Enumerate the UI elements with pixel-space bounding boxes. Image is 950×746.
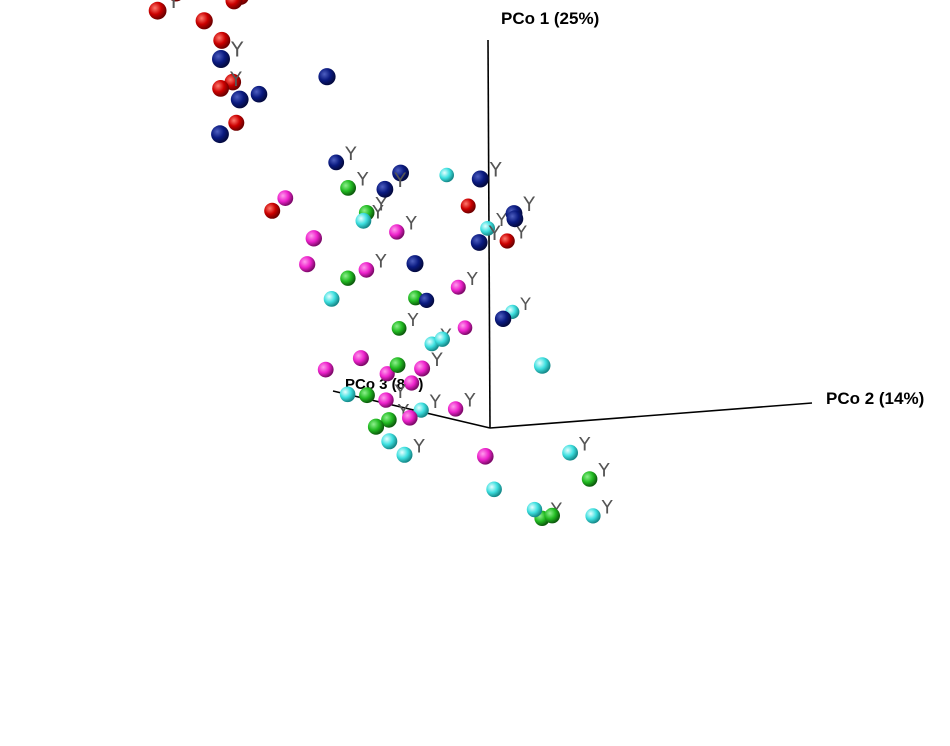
data-point-magenta-15 xyxy=(477,448,494,465)
y-marker-label: Y xyxy=(519,295,531,315)
y-marker-label: Y xyxy=(371,203,384,224)
y-marker-label: Y xyxy=(407,310,419,331)
y-marker-label: Y xyxy=(495,210,507,231)
data-point-cyan-12 xyxy=(562,444,578,461)
data-point-navy-1 xyxy=(212,50,230,68)
data-point-cyan-1 xyxy=(480,221,495,236)
data-point-navy-9 xyxy=(470,234,488,251)
data-point-green-7 xyxy=(381,412,397,428)
data-point-red-2 xyxy=(170,0,181,2)
data-point-magenta-5 xyxy=(358,262,375,278)
y-marker-label: Y xyxy=(466,269,479,290)
data-point-navy-6 xyxy=(471,170,489,188)
axis-label-pco2: PCo 2 (14%) xyxy=(826,389,924,408)
data-point-magenta-10 xyxy=(404,375,420,391)
data-point-red-9 xyxy=(212,80,230,97)
data-point-magenta-3 xyxy=(450,279,466,295)
data-point-magenta-2 xyxy=(305,230,322,247)
data-point-cyan-10 xyxy=(396,446,413,463)
axis-line-pco2 xyxy=(489,402,813,429)
y-marker-label: Y xyxy=(429,392,442,413)
data-point-navy-4 xyxy=(392,164,409,182)
data-point-green-4 xyxy=(391,321,407,336)
y-marker-label: Y xyxy=(375,194,388,215)
data-point-green-5 xyxy=(389,357,406,373)
data-point-navy-10 xyxy=(406,255,424,273)
data-point-magenta-4 xyxy=(299,256,316,273)
data-point-navy-14 xyxy=(419,292,435,308)
y-marker-label: Y xyxy=(405,214,418,235)
data-point-cyan-0 xyxy=(439,167,455,183)
y-marker-label: Y xyxy=(412,436,425,457)
data-point-cyan-7 xyxy=(413,402,429,418)
data-point-red-3 xyxy=(225,0,243,10)
data-point-magenta-1 xyxy=(389,224,405,240)
data-point-magenta-8 xyxy=(352,350,369,367)
y-marker-label: Y xyxy=(489,158,502,181)
data-point-green-8 xyxy=(367,418,385,435)
data-point-red-5 xyxy=(148,1,167,20)
data-point-red-7 xyxy=(213,31,231,49)
data-point-navy-0 xyxy=(318,68,336,86)
y-marker-label: Y xyxy=(229,68,242,91)
data-point-cyan-9 xyxy=(381,433,398,450)
y-marker-label: Y xyxy=(597,461,610,482)
data-point-magenta-11 xyxy=(379,366,395,382)
data-point-red-11 xyxy=(499,233,515,249)
data-point-navy-11 xyxy=(494,310,512,327)
data-point-cyan-11 xyxy=(533,357,551,374)
y-marker-label: Y xyxy=(515,223,528,244)
y-marker-label: Y xyxy=(601,498,614,519)
y-marker-label: Y xyxy=(356,170,369,191)
data-point-magenta-9 xyxy=(317,361,334,378)
data-point-green-2 xyxy=(340,270,356,286)
y-marker-label: Y xyxy=(374,252,387,273)
data-point-magenta-14 xyxy=(402,410,418,426)
y-marker-label: Y xyxy=(393,169,406,192)
data-point-cyan-2 xyxy=(355,212,372,229)
data-point-navy-2 xyxy=(230,90,249,109)
data-point-cyan-13 xyxy=(585,508,601,524)
y-marker-label: Y xyxy=(243,0,256,3)
data-point-magenta-12 xyxy=(447,401,464,417)
data-point-magenta-0 xyxy=(277,190,294,207)
data-point-navy-12 xyxy=(250,85,268,103)
y-marker-label: Y xyxy=(230,37,244,61)
data-point-navy-5 xyxy=(376,180,394,198)
y-marker-label: Y xyxy=(522,193,535,216)
data-point-navy-8 xyxy=(506,210,524,228)
y-marker-label: Y xyxy=(344,144,357,165)
data-point-navy-13 xyxy=(328,154,345,171)
data-point-cyan-14 xyxy=(526,501,543,518)
data-point-magenta-7 xyxy=(414,360,431,377)
data-point-cyan-3 xyxy=(323,291,340,307)
y-marker-label: Y xyxy=(167,0,181,13)
y-marker-label: Y xyxy=(463,391,476,412)
y-marker-label: Y xyxy=(488,222,501,245)
data-point-red-6 xyxy=(195,12,213,30)
data-point-magenta-13 xyxy=(378,392,394,408)
data-point-green-9 xyxy=(581,471,598,487)
axis-label-pco1: PCo 1 (25%) xyxy=(501,9,599,28)
data-point-cyan-8 xyxy=(339,386,356,403)
axis-line-pco3 xyxy=(332,390,491,429)
data-point-green-0 xyxy=(340,180,356,196)
y-marker-label: Y xyxy=(430,350,443,371)
data-points: YYYYYYYYYYYYYYYYYYYYYYYYYYYYYYYY xyxy=(148,0,614,526)
data-point-magenta-6 xyxy=(457,320,473,336)
y-marker-label: Y xyxy=(394,382,407,403)
data-point-green-10 xyxy=(544,507,560,524)
data-point-red-12 xyxy=(460,198,476,214)
data-point-cyan-15 xyxy=(486,481,502,498)
data-point-red-10 xyxy=(228,114,245,131)
data-point-navy-3 xyxy=(211,125,229,144)
data-point-red-13 xyxy=(264,202,281,219)
data-point-cyan-6 xyxy=(434,331,450,347)
data-point-green-6 xyxy=(359,387,375,404)
y-marker-label: Y xyxy=(578,434,591,455)
